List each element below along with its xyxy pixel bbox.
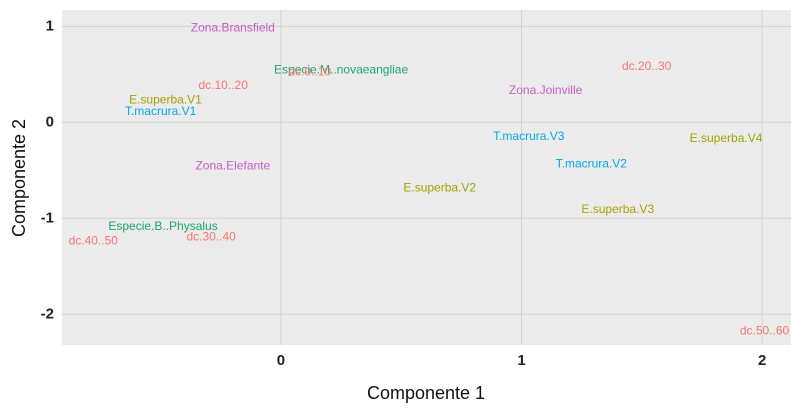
point-label: T.macrura.V2 <box>556 157 628 171</box>
point-label: dc.40..50 <box>69 234 119 248</box>
point-label: dc.50..60 <box>740 324 790 338</box>
point-label: E.superba.V3 <box>581 202 654 216</box>
x-tick-label: 2 <box>758 352 766 369</box>
point-label: T.macrura.V3 <box>493 129 565 143</box>
x-tick-label: 1 <box>517 352 525 369</box>
point-label: E.superba.V2 <box>403 181 476 195</box>
y-tick-label: -1 <box>41 209 54 226</box>
y-tick-label: 1 <box>46 17 54 34</box>
point-label: E.superba.V1 <box>129 92 202 106</box>
y-axis-label: Componente 2 <box>9 119 29 237</box>
point-label: dc.20..30 <box>622 59 672 73</box>
point-label: E.superba.V4 <box>690 131 763 145</box>
y-tick-label: 0 <box>46 113 54 130</box>
x-tick-label: 0 <box>277 352 285 369</box>
y-tick-label: -2 <box>41 305 54 322</box>
point-label: Zona.Elefante <box>195 159 270 173</box>
point-label: Especie.M..novaeangliae <box>274 63 408 77</box>
point-label: dc.30..40 <box>186 230 236 244</box>
x-axis-label: Componente 1 <box>367 383 485 403</box>
point-label: Zona.Joinville <box>509 83 583 97</box>
point-label: dc.0..10 <box>288 65 331 79</box>
point-label: Zona.Bransfield <box>191 20 275 34</box>
plot-background <box>62 10 791 345</box>
point-label: Especie.B..Physalus <box>108 219 217 233</box>
point-label: T.macrura.V1 <box>125 104 197 118</box>
point-label: dc.10..20 <box>199 78 249 92</box>
